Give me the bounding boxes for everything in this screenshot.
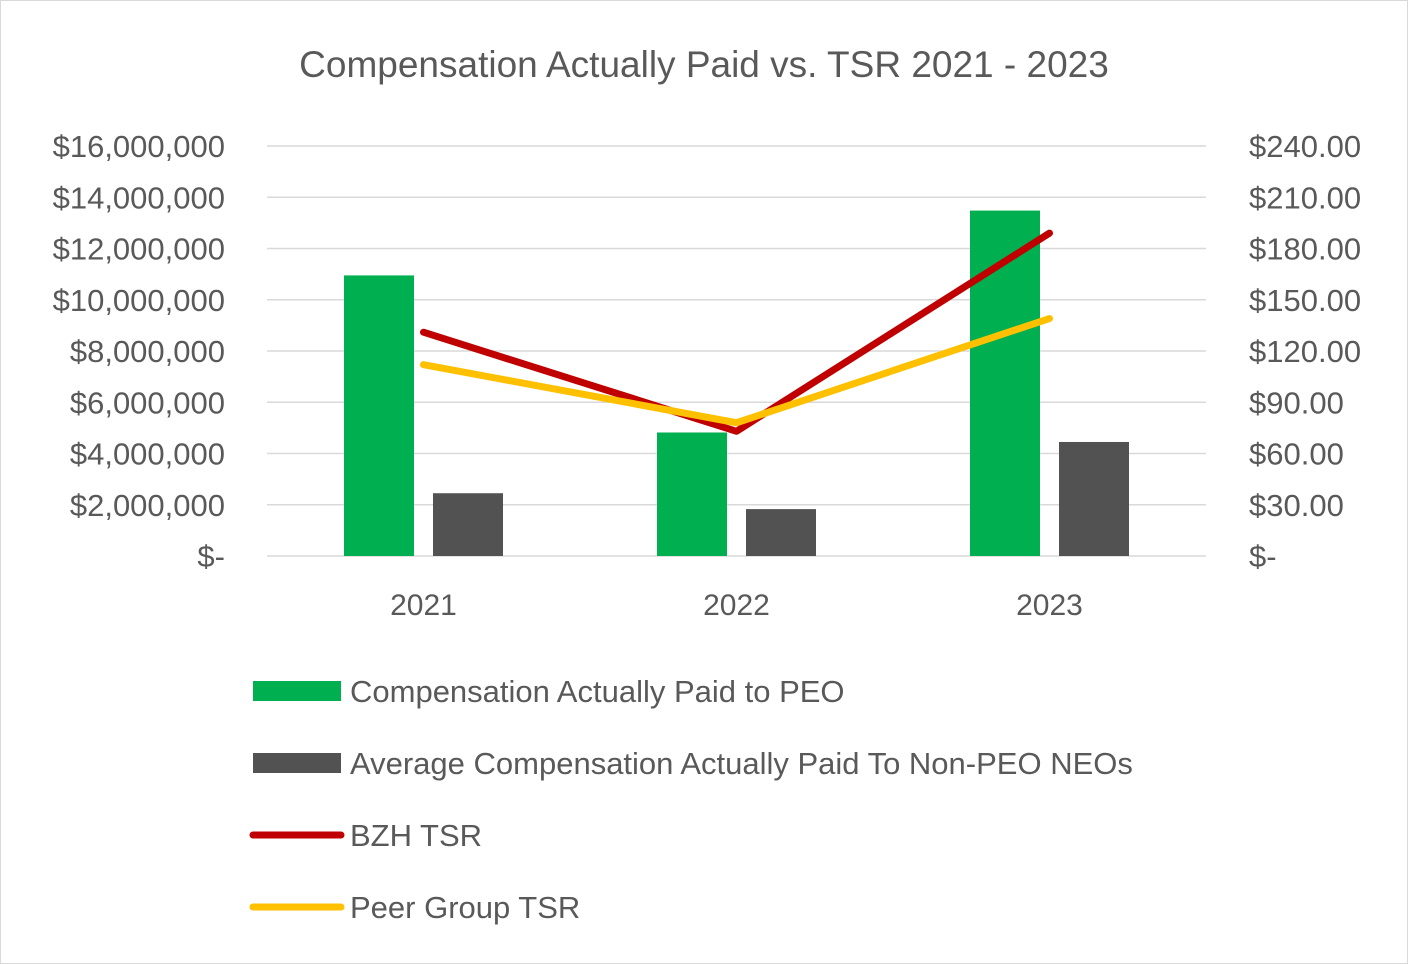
right-tick-label: $210.00	[1249, 180, 1361, 215]
right-tick-label: $180.00	[1249, 232, 1361, 267]
left-tick-label: $12,000,000	[53, 232, 225, 267]
right-tick-label: $240.00	[1249, 129, 1361, 164]
neo-bar-2022	[746, 509, 816, 556]
legend-label: Average Compensation Actually Paid To No…	[350, 746, 1133, 781]
right-tick-label: $30.00	[1249, 488, 1344, 523]
left-tick-label: $2,000,000	[70, 488, 225, 523]
legend: Compensation Actually Paid to PEO Average…	[249, 674, 1133, 925]
right-tick-label: $120.00	[1249, 334, 1361, 369]
legend-swatch	[253, 681, 341, 701]
peer-group-tsr-line	[420, 315, 1053, 427]
right-tick-label: $60.00	[1249, 437, 1344, 472]
legend-label: Peer Group TSR	[350, 890, 580, 925]
left-tick-label: $6,000,000	[70, 385, 225, 420]
neo-bar-2023	[1059, 441, 1129, 556]
left-tick-label: $4,000,000	[70, 437, 225, 472]
neo-bar-2021	[433, 493, 503, 556]
left-tick-label: $10,000,000	[53, 283, 225, 318]
legend-label: Compensation Actually Paid to PEO	[350, 674, 845, 709]
bzh-tsr-line	[420, 229, 1053, 435]
peo-bar-2022	[657, 432, 727, 556]
category-label-2021: 2021	[390, 589, 457, 622]
category-label-2022: 2022	[703, 589, 770, 622]
chart-title: Compensation Actually Paid vs. TSR 2021 …	[299, 44, 1109, 85]
right-tick-label: $150.00	[1249, 283, 1361, 318]
peo-bar-2023	[970, 210, 1040, 556]
left-tick-label: $-	[197, 539, 225, 574]
left-tick-label: $8,000,000	[70, 334, 225, 369]
left-axis-ticks: $- $2,000,000 $4,000,000 $6,000,000 $8,000,0…	[53, 129, 225, 574]
line-series	[420, 229, 1053, 435]
right-tick-label: $-	[1249, 539, 1277, 574]
category-label-2023: 2023	[1016, 589, 1083, 622]
category-labels: 2021 2022 2023	[390, 589, 1083, 622]
right-tick-label: $90.00	[1249, 385, 1344, 420]
left-tick-label: $14,000,000	[53, 180, 225, 215]
legend-swatch	[253, 753, 341, 773]
bar-series	[344, 210, 1129, 556]
right-axis-ticks: $- $30.00 $60.00 $90.00 $120.00 $150.00 $180.0…	[1249, 129, 1361, 574]
gridlines	[267, 145, 1206, 557]
peo-bar-2021	[344, 275, 414, 556]
left-tick-label: $16,000,000	[53, 129, 225, 164]
legend-label: BZH TSR	[350, 818, 482, 853]
